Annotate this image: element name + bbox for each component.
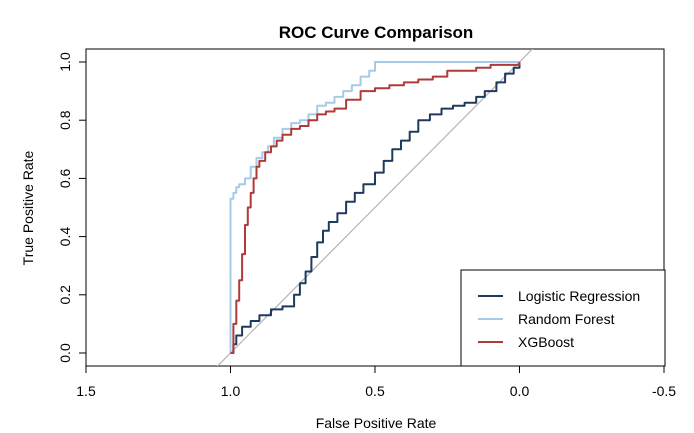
y-tick-label: 0.8 [57,110,73,130]
axes-layer: 1.5 1.0 0.5 0.0 -0.5 0.0 0.2 0.4 0.6 0.8 1.0 [57,48,676,399]
series-line-random-forest [229,61,520,353]
legend-label: Logistic Regression [518,288,640,304]
reference-line-layer [216,49,534,366]
x-axis-label: False Positive Rate [316,415,437,431]
y-tick-label: 0.6 [57,168,73,188]
series-line-logistic-regression [230,62,521,354]
x-tick-label: -0.5 [652,383,676,399]
y-tick-label: 0.2 [57,285,73,305]
y-axis-label: True Positive Rate [20,150,36,265]
legend: Logistic Regression Random Forest XGBoost [460,269,666,367]
series-line-xgboost [230,62,521,354]
legend-label: XGBoost [518,334,574,350]
y-tick-label: 0.4 [57,227,73,247]
reference-diagonal [216,49,534,366]
x-tick-label: 0.0 [510,383,530,399]
chart-title: ROC Curve Comparison [279,23,474,42]
x-tick-label: 0.5 [365,383,385,399]
x-tick-label: 1.0 [221,383,241,399]
y-tick-label: 0.0 [57,343,73,363]
y-tick-label: 1.0 [57,52,73,72]
x-tick-label: 1.5 [76,383,96,399]
legend-box [460,269,666,367]
series-layer [229,61,521,354]
legend-label: Random Forest [518,311,615,327]
